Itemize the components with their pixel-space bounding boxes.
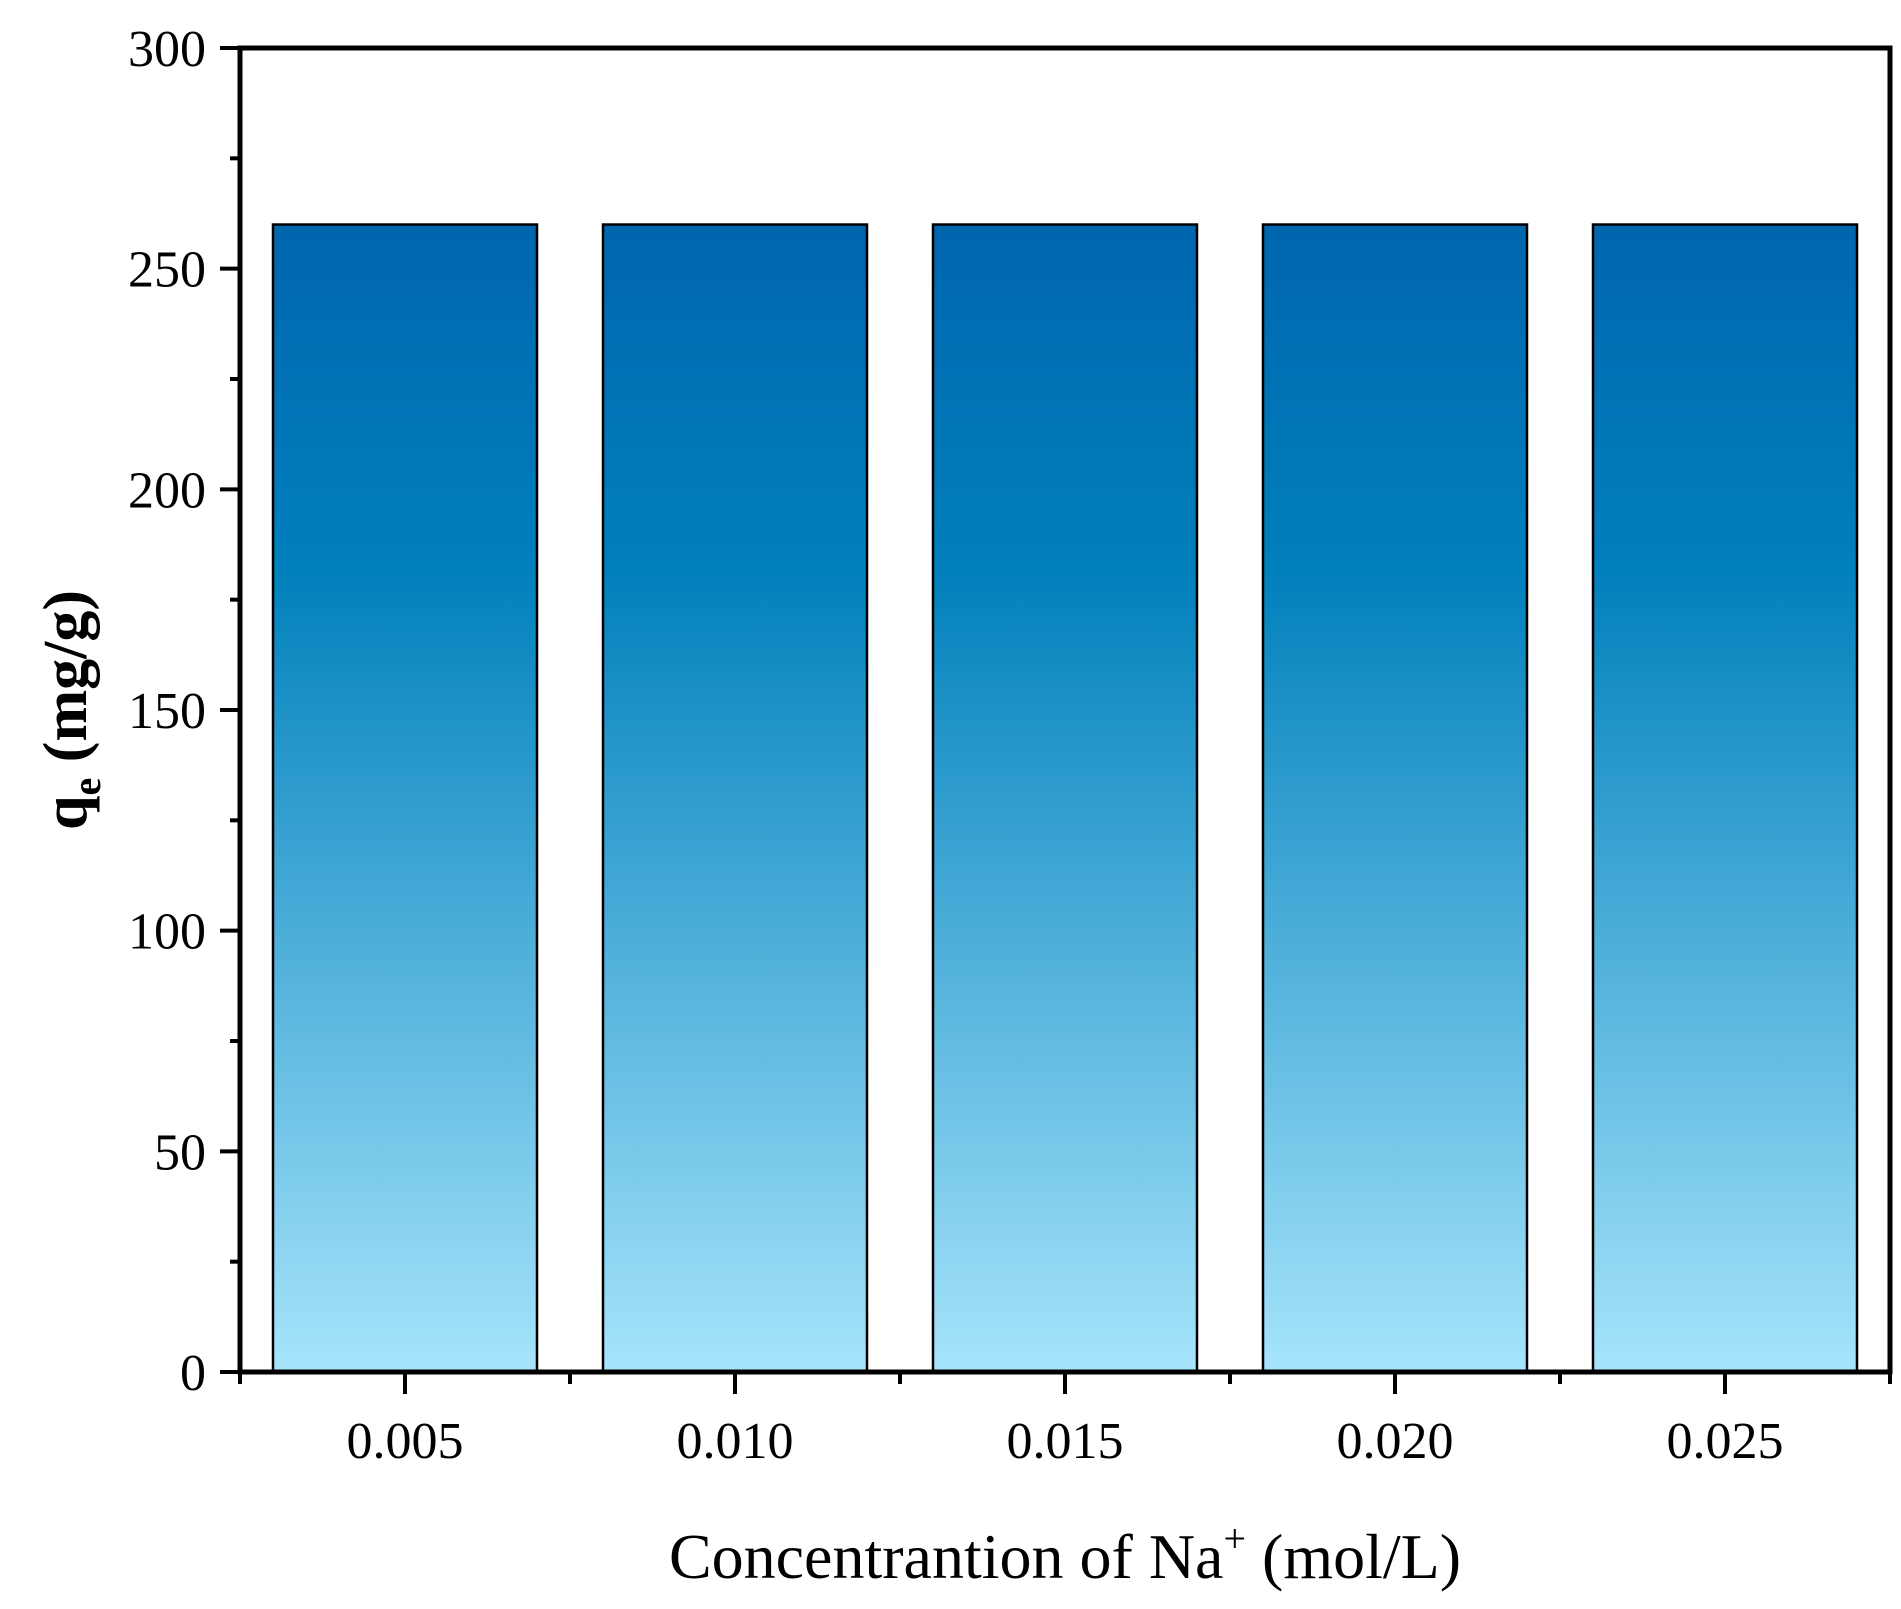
x-axis-title-superscript: +	[1223, 1516, 1246, 1561]
x-tick-label: 0.010	[677, 1413, 794, 1470]
y-axis-title-main: q	[32, 795, 100, 829]
x-tick-label: 0.005	[347, 1413, 464, 1470]
y-tick-label: 250	[128, 242, 206, 299]
x-axis-title: Concentrantion of Na+ (mol/L)	[669, 1516, 1461, 1592]
y-tick-label: 0	[180, 1345, 206, 1402]
bar-0.005	[271, 223, 539, 1374]
y-tick-label: 50	[154, 1124, 206, 1181]
x-tick-label: 0.020	[1337, 1413, 1454, 1470]
bar-0.010	[601, 223, 869, 1374]
x-tick-label: 0.015	[1007, 1413, 1124, 1470]
bar-0.025	[1591, 223, 1859, 1374]
x-tick-label: 0.025	[1667, 1413, 1784, 1470]
bars-group	[271, 223, 1859, 1374]
x-axis-title-main: Concentrantion of Na	[669, 1521, 1224, 1592]
y-axis-title-unit: (mg/g)	[32, 590, 100, 778]
y-axis-title-subscript: e	[64, 778, 109, 796]
bar-0.020	[1261, 223, 1529, 1374]
y-tick-label: 150	[128, 683, 206, 740]
y-tick-label: 300	[128, 21, 206, 78]
y-axis-title: qe (mg/g)	[32, 590, 109, 830]
y-axis-ticks: 0 50 100 150 200 250 300	[128, 21, 240, 1402]
x-axis-title-unit: (mol/L)	[1246, 1521, 1461, 1592]
bar-0.015	[931, 223, 1199, 1374]
x-axis-ticks: 0.005 0.010 0.015 0.020 0.025	[238, 1372, 1892, 1470]
y-tick-label: 100	[128, 904, 206, 961]
y-tick-label: 200	[128, 462, 206, 519]
